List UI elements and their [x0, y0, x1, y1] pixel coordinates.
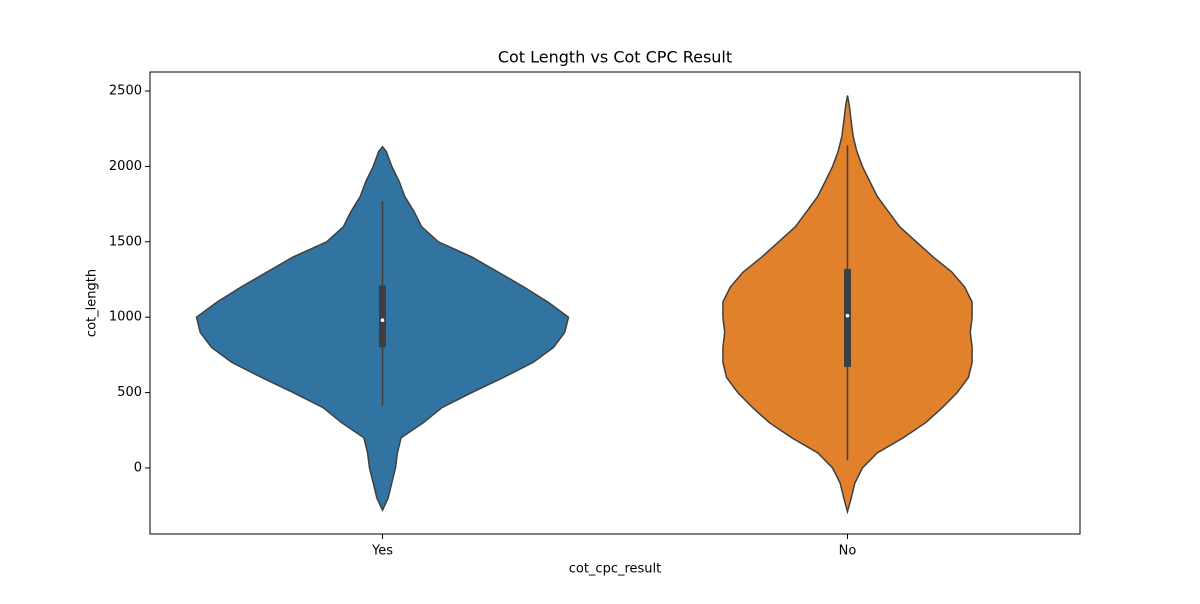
y-tick-label: 500: [117, 385, 142, 400]
x-tick-label: No: [839, 544, 857, 559]
plot-frame: [149, 71, 1081, 535]
box: [844, 268, 851, 367]
x-tick-label: Yes: [371, 544, 393, 559]
chart-title: Cot Length vs Cot CPC Result: [498, 48, 732, 67]
median: [380, 318, 385, 322]
y-tick-label: 2500: [109, 83, 142, 98]
box: [379, 285, 386, 348]
y-tick-label: 0: [134, 460, 142, 475]
median: [845, 313, 850, 318]
y-tick-label: 2000: [109, 159, 142, 174]
y-axis-label: cot_length: [85, 269, 100, 337]
x-axis-label: cot_cpc_result: [569, 562, 662, 577]
y-tick-label: 1000: [109, 310, 142, 325]
y-tick-label: 1500: [109, 234, 142, 249]
